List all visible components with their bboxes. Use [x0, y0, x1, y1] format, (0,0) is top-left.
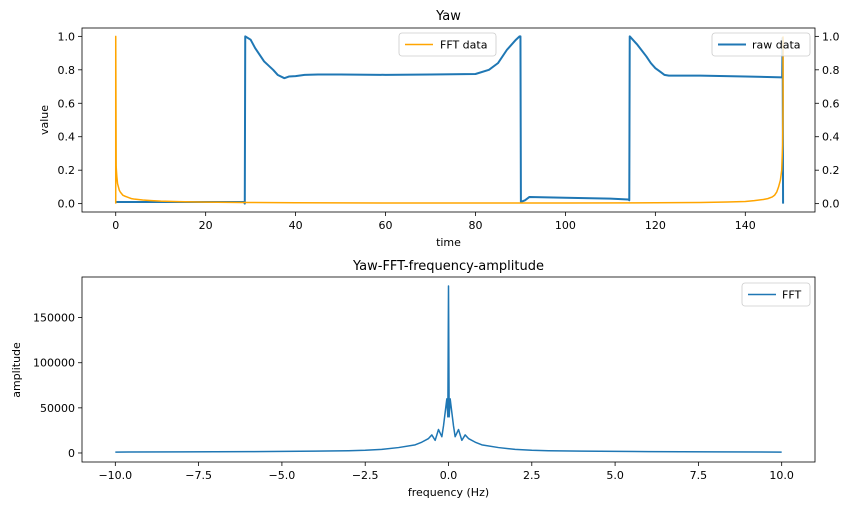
series-line-raw-data [115, 35, 785, 205]
x-tick-label: 40 [289, 219, 303, 232]
legend-fft-data-box [398, 32, 497, 57]
fft-y-axis-label: amplitude [10, 342, 23, 398]
x-tick-label: 20 [199, 219, 213, 232]
x-tick-label: 120 [645, 219, 666, 232]
x-tick-label: 5.0 [606, 469, 624, 482]
x-tick-label: −5.0 [269, 469, 296, 482]
yaw-x-axis-label: time [436, 236, 461, 249]
y-right-tick-label: 1.0 [822, 30, 840, 43]
fft-x-ticks: −10.0 −7.5 −5.0 −2.5 0.0 2.5 5.0 7.5 10.0 [98, 462, 794, 482]
x-tick-label: 60 [379, 219, 393, 232]
x-tick-label: −10.0 [98, 469, 132, 482]
x-tick-label: 7.5 [690, 469, 708, 482]
x-tick-label: −2.5 [352, 469, 379, 482]
y-tick-label: 50000 [40, 402, 75, 415]
x-tick-label: −7.5 [185, 469, 212, 482]
x-tick-label: 10.0 [769, 469, 794, 482]
yaw-plot-area [114, 35, 785, 205]
yaw-chart-title: Yaw [435, 9, 461, 24]
y-tick-label: 0.4 [58, 131, 76, 144]
legend-fft-data: FFT data [398, 32, 497, 57]
y-tick-label: 0.0 [58, 198, 76, 211]
yaw-x-ticks: 0 20 40 60 80 100 120 140 [112, 212, 756, 232]
x-tick-label: 0.0 [440, 469, 458, 482]
yaw-axes-frame [81, 27, 816, 213]
x-tick-label: 140 [735, 219, 756, 232]
y-tick-label: 100000 [33, 357, 75, 370]
y-tick-label: 0.6 [58, 97, 76, 110]
x-tick-label: 0 [112, 219, 119, 232]
yaw-y-ticks-right: 0.0 0.2 0.4 0.6 0.8 1.0 [815, 30, 840, 211]
x-tick-label: 80 [468, 219, 482, 232]
fft-x-axis-label: frequency (Hz) [408, 486, 489, 499]
y-right-tick-label: 0.0 [822, 198, 840, 211]
fft-chart: Yaw-FFT-frequency-amplitude −10.0 −7.5 −5.… [10, 259, 816, 499]
y-tick-label: 0.8 [58, 64, 76, 77]
series-line-fft-data [114, 35, 784, 204]
y-tick-label: 0.2 [58, 164, 76, 177]
legend-fft: FFT [741, 282, 811, 307]
y-right-tick-label: 0.4 [822, 131, 840, 144]
legend-raw-data-label: raw data [752, 39, 801, 52]
y-right-tick-label: 0.6 [822, 97, 840, 110]
x-tick-label: 100 [555, 219, 576, 232]
fft-y-ticks: 0 50000 100000 150000 [33, 312, 82, 460]
x-tick-label: 2.5 [523, 469, 541, 482]
yaw-y-ticks: 0.0 0.2 0.4 0.6 0.8 1.0 [58, 30, 82, 211]
yaw-y-axis-label: value [38, 105, 51, 135]
legend-raw-data: raw data [711, 32, 811, 57]
y-tick-label: 150000 [33, 312, 75, 325]
series-line-fft [115, 285, 782, 453]
y-right-tick-label: 0.8 [822, 64, 840, 77]
yaw-chart: Yaw 0 20 40 60 80 100 120 140 0.0 0.2 0.4 0.6 0.8 1.… [38, 9, 840, 249]
fft-plot-area [115, 285, 782, 453]
y-tick-label: 1.0 [58, 30, 76, 43]
fft-chart-title: Yaw-FFT-frequency-amplitude [352, 259, 544, 274]
y-right-tick-label: 0.2 [822, 164, 840, 177]
legend-fft-label: FFT [782, 289, 801, 302]
legend-fft-data-label: FFT data [440, 39, 487, 52]
legend-raw-data-box [711, 32, 811, 57]
y-tick-label: 0 [68, 447, 75, 460]
